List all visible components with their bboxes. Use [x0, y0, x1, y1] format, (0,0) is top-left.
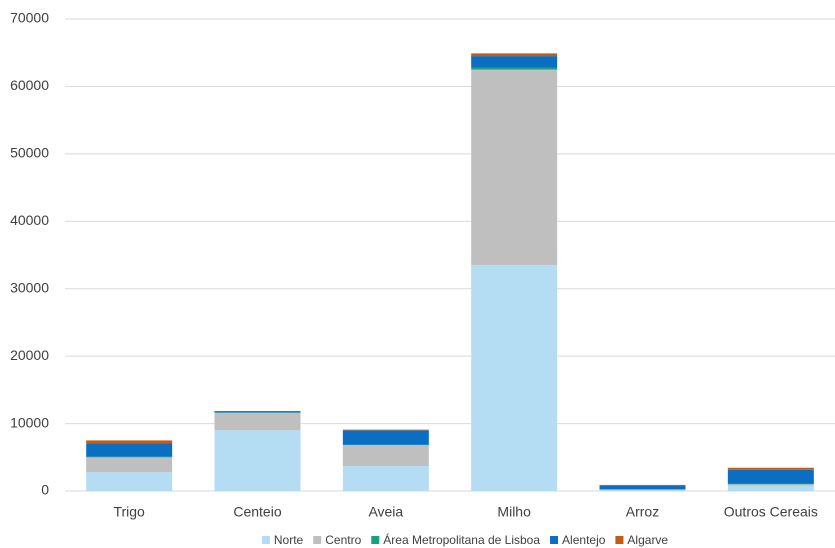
bar-segment	[727, 484, 814, 486]
bar-segment	[342, 466, 429, 491]
bar-segment	[727, 467, 814, 470]
y-tick-label: 30000	[10, 279, 49, 295]
bar-segment	[86, 440, 173, 444]
y-tick-label: 20000	[10, 347, 49, 363]
x-tick-label: Trigo	[113, 504, 145, 520]
legend-label: Norte	[274, 533, 304, 547]
y-tick-label: 60000	[10, 77, 49, 93]
y-tick-label: 70000	[10, 10, 49, 26]
legend-label: Alentejo	[562, 533, 606, 547]
bar-segment	[599, 485, 686, 490]
bar-segment	[86, 443, 173, 457]
bar-segment	[599, 490, 686, 491]
x-tick-label: Centeio	[233, 504, 281, 520]
bar-segment	[727, 485, 814, 491]
bar-segment	[471, 53, 558, 57]
bar-segment	[342, 445, 429, 467]
x-tick-label: Milho	[497, 504, 531, 520]
bar-segment	[599, 489, 686, 491]
legend-swatch	[261, 536, 270, 544]
bar-segment	[86, 456, 173, 458]
y-tick-label: 50000	[10, 145, 49, 161]
bar-segment	[86, 472, 173, 491]
legend-swatch	[550, 536, 559, 544]
bar-segment	[471, 67, 558, 70]
bar-segment	[727, 469, 814, 484]
bar-segment	[471, 265, 558, 491]
y-tick-label: 0	[41, 482, 49, 498]
legend-swatch	[313, 536, 322, 544]
bar-segment	[342, 430, 429, 445]
bar-segment	[342, 429, 429, 431]
x-tick-label: Arroz	[626, 504, 659, 520]
bar-segment	[86, 457, 173, 473]
legend-label: Algarve	[627, 533, 668, 547]
legend-swatch	[371, 536, 380, 544]
x-tick-label: Outros Cereais	[724, 504, 818, 520]
bar-segment	[471, 56, 558, 68]
legend-label: Centro	[325, 533, 361, 547]
bar-segment	[214, 411, 301, 413]
bar-segment	[214, 430, 301, 491]
y-tick-label: 10000	[10, 414, 49, 430]
legend-swatch	[615, 536, 624, 544]
bar-segment	[471, 69, 558, 266]
x-tick-label: Aveia	[368, 504, 403, 520]
y-tick-label: 40000	[10, 212, 49, 228]
bar-segment	[214, 412, 301, 431]
legend-label: Área Metropolitana de Lisboa	[383, 532, 540, 547]
